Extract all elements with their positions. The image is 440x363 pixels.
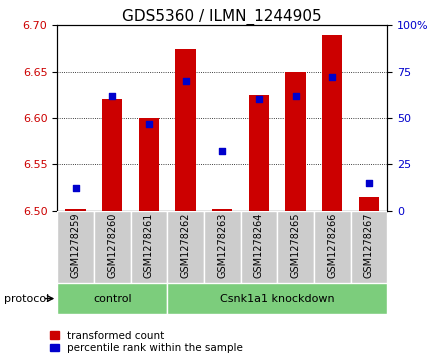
Text: GSM1278265: GSM1278265 — [290, 213, 301, 278]
Legend: transformed count, percentile rank within the sample: transformed count, percentile rank withi… — [49, 330, 244, 354]
Point — [145, 121, 152, 126]
Text: GSM1278259: GSM1278259 — [70, 213, 81, 278]
Bar — [351, 211, 387, 283]
Bar — [57, 283, 167, 314]
Bar — [277, 211, 314, 283]
Point — [72, 185, 79, 191]
Text: GSM1278267: GSM1278267 — [364, 213, 374, 278]
Point — [329, 74, 336, 80]
Bar — [167, 283, 387, 314]
Bar — [176, 49, 196, 211]
Bar — [94, 211, 131, 283]
Bar — [249, 95, 269, 211]
Bar — [359, 197, 379, 211]
Text: GSM1278263: GSM1278263 — [217, 213, 227, 278]
Bar — [314, 211, 351, 283]
Bar — [139, 118, 159, 211]
Bar — [286, 72, 306, 211]
Text: control: control — [93, 294, 132, 303]
Title: GDS5360 / ILMN_1244905: GDS5360 / ILMN_1244905 — [122, 9, 322, 25]
Point — [182, 78, 189, 84]
Point — [219, 148, 226, 154]
Bar — [66, 209, 86, 211]
Bar — [57, 211, 94, 283]
Bar — [131, 211, 167, 283]
Bar — [322, 34, 342, 211]
Text: GSM1278261: GSM1278261 — [144, 213, 154, 278]
Point — [292, 93, 299, 99]
Bar — [102, 99, 122, 211]
Bar — [167, 211, 204, 283]
Text: GSM1278266: GSM1278266 — [327, 213, 337, 278]
Bar — [212, 209, 232, 211]
Bar — [204, 211, 241, 283]
Point — [109, 93, 116, 99]
Bar — [241, 211, 277, 283]
Text: GSM1278260: GSM1278260 — [107, 213, 117, 278]
Point — [365, 180, 372, 186]
Text: GSM1278262: GSM1278262 — [180, 213, 191, 278]
Text: protocol: protocol — [4, 294, 50, 303]
Text: GSM1278264: GSM1278264 — [254, 213, 264, 278]
Text: Csnk1a1 knockdown: Csnk1a1 knockdown — [220, 294, 334, 303]
Point — [255, 97, 262, 102]
